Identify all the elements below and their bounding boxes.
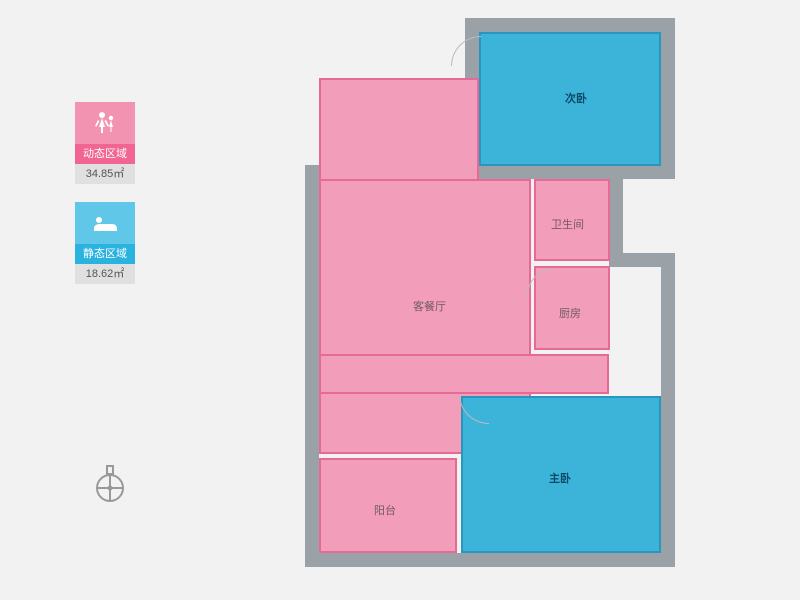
room-label-balcony: 阳台 <box>374 502 396 518</box>
legend-label-active: 动态区域 <box>75 144 135 164</box>
legend-label-static: 静态区域 <box>75 244 135 264</box>
legend-item-static: 静态区域 18.62㎡ <box>75 202 135 284</box>
legend-icon-static <box>75 202 135 244</box>
wall-segment <box>305 553 675 567</box>
wall-segment <box>661 18 675 179</box>
room-label-living-dining: 客餐厅 <box>413 298 446 314</box>
room-label-kitchen: 厨房 <box>559 305 581 321</box>
compass-icon <box>92 464 128 504</box>
wall-segment <box>465 18 675 32</box>
door-arc <box>451 36 481 66</box>
wall-segment <box>609 253 675 267</box>
legend-item-active: 动态区域 34.85㎡ <box>75 102 135 184</box>
wall-segment <box>661 253 675 567</box>
legend-value-active: 34.85㎡ <box>75 164 135 184</box>
legend-value-static: 18.62㎡ <box>75 264 135 284</box>
floor-plan: 次卧客餐厅 卫生间厨房阳台 主卧 <box>265 18 765 583</box>
room-label-master-bedroom: 主卧 <box>549 470 571 486</box>
people-icon <box>91 109 119 137</box>
door-arc <box>527 268 555 296</box>
room-living-dining <box>319 354 609 394</box>
room-label-bathroom: 卫生间 <box>551 216 584 232</box>
legend: 动态区域 34.85㎡ 静态区域 18.62㎡ <box>75 102 137 302</box>
room-label-secondary-bedroom: 次卧 <box>565 90 587 106</box>
wall-segment <box>609 165 623 263</box>
rest-icon <box>90 211 120 235</box>
legend-icon-active <box>75 102 135 144</box>
wall-segment <box>305 165 319 565</box>
